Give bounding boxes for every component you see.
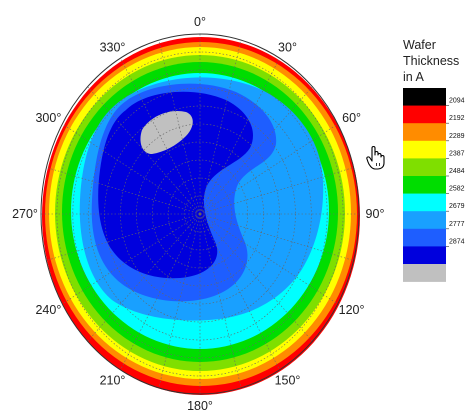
angle-label: 90° xyxy=(366,207,385,221)
polar-grid xyxy=(41,34,359,394)
angle-label: 300° xyxy=(35,111,61,125)
grid-spoke xyxy=(199,213,313,342)
grid-spoke xyxy=(120,213,201,371)
legend-swatch xyxy=(403,211,446,230)
angle-labels: 0° 30° 60° 90° 120° 150° 180° 210° 240° 270° 300° 3… xyxy=(12,15,384,412)
angle-label: 120° xyxy=(339,303,365,317)
band-darkblue xyxy=(98,91,253,279)
angle-label: 150° xyxy=(275,373,301,387)
grid-spoke xyxy=(199,167,354,215)
grid-ring xyxy=(104,105,296,323)
legend-swatch xyxy=(403,123,446,142)
legend-title-line-3: in A xyxy=(403,70,424,84)
grid-spoke xyxy=(120,57,201,215)
legend-swatch xyxy=(403,140,446,159)
legend-swatch xyxy=(403,105,446,124)
legend-level-label: 2289 xyxy=(449,133,465,140)
angle-label: 210° xyxy=(100,373,126,387)
plot-boundary xyxy=(40,33,360,395)
legend-swatch xyxy=(403,158,446,177)
grid-spoke xyxy=(199,213,338,305)
legend-level-label: 2484 xyxy=(449,168,465,175)
grid-spoke xyxy=(199,57,280,215)
grid-spoke xyxy=(199,213,280,371)
grid-ring xyxy=(136,141,264,287)
legend-title: Wafer Thickness in A xyxy=(403,37,473,85)
grid-spoke xyxy=(87,86,201,215)
grid-ring xyxy=(120,123,280,305)
grid-spoke xyxy=(46,213,201,261)
grid-ring xyxy=(167,177,233,251)
legend-level-label: 2387 xyxy=(449,150,465,157)
legend-swatch xyxy=(403,228,446,247)
grid-spoke xyxy=(62,213,201,305)
legend-colorbar: 2094 2192 2289 2387 2484 2582 2679 2777 2874 xyxy=(403,88,465,282)
grid-ring xyxy=(72,69,328,359)
grid-ring xyxy=(183,195,217,233)
plot-region xyxy=(40,33,360,395)
grid-ring xyxy=(88,87,312,341)
hand-pointer-icon xyxy=(366,145,385,170)
angle-label: 30° xyxy=(278,41,297,55)
legend-title-line-1: Wafer xyxy=(403,38,436,52)
angle-label: 180° xyxy=(187,399,213,412)
angle-label: 60° xyxy=(342,111,361,125)
legend-level-label: 2777 xyxy=(449,221,465,228)
legend-level-label: 2582 xyxy=(449,186,465,193)
legend-swatch xyxy=(403,264,446,282)
legend-level-label: 2094 xyxy=(449,98,465,105)
grid-spoke xyxy=(199,213,354,261)
angle-label: 0° xyxy=(194,15,206,29)
angle-label: 270° xyxy=(12,207,38,221)
legend-swatch xyxy=(403,246,446,265)
legend-swatch xyxy=(403,193,446,212)
grid-spoke xyxy=(62,123,201,215)
grid-ring xyxy=(152,159,249,269)
legend-level-label: 2192 xyxy=(449,115,465,122)
legend-swatch xyxy=(403,176,446,194)
grid-spoke xyxy=(199,123,338,215)
legend-level-label: 2679 xyxy=(449,203,465,210)
angle-label: 240° xyxy=(35,303,61,317)
legend-title-line-2: Thickness xyxy=(403,54,460,68)
grid-spoke xyxy=(46,167,201,215)
legend-swatch xyxy=(403,88,446,106)
grid-ring xyxy=(56,51,344,377)
legend-level-label: 2874 xyxy=(449,238,465,245)
angle-label: 330° xyxy=(100,41,126,55)
